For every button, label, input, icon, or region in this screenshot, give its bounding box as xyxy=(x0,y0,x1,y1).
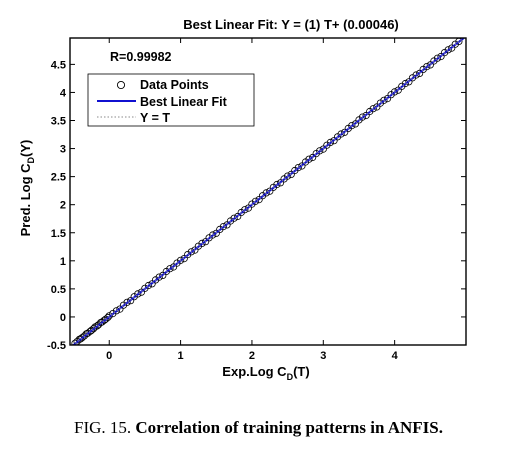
y-tick-label: 2.5 xyxy=(51,172,66,184)
data-point xyxy=(187,248,195,256)
data-point xyxy=(448,44,456,52)
data-point xyxy=(358,113,367,121)
data-point xyxy=(412,71,420,79)
svg-text:Pred. Log CD(Y): Pred. Log CD(Y) xyxy=(18,140,36,237)
svg-text:Exp.Log CD(T): Exp.Log CD(T) xyxy=(222,364,309,382)
caption-text: Correlation of training patterns in ANFI… xyxy=(135,418,443,437)
y-tick-label: 1 xyxy=(60,256,66,268)
data-point xyxy=(123,298,131,306)
data-point xyxy=(348,122,356,130)
data-point xyxy=(437,52,445,61)
y-tick-label: 2 xyxy=(60,200,66,212)
data-point xyxy=(78,334,86,342)
data-point xyxy=(241,206,249,214)
legend-label-y-equals-t: Y = T xyxy=(140,111,170,125)
data-point xyxy=(383,95,392,103)
data-point xyxy=(127,297,135,305)
x-tick-label: 3 xyxy=(320,350,326,362)
data-point xyxy=(373,103,381,111)
y-tick-label: 0.5 xyxy=(51,284,66,296)
data-point xyxy=(394,86,402,94)
data-point xyxy=(319,145,327,153)
data-points-layer xyxy=(71,38,463,345)
data-point xyxy=(401,79,409,88)
data-point xyxy=(423,62,431,71)
data-point xyxy=(198,239,206,247)
data-point xyxy=(298,162,306,170)
data-point xyxy=(266,187,274,195)
y-tick-label: 4 xyxy=(60,87,67,99)
data-point xyxy=(112,307,121,315)
best-linear-fit-line xyxy=(71,38,466,345)
y-tick-label: -0.5 xyxy=(47,340,66,352)
data-point xyxy=(219,223,227,231)
y-tick-label: 3.5 xyxy=(51,116,66,128)
data-point xyxy=(380,96,388,104)
data-point xyxy=(116,305,124,313)
axis-ticks: 0 1 2 3 4 -0.5 0 0.5 1 1.5 2 2.5 3 3.5 4 4.5 xyxy=(47,38,466,362)
data-point xyxy=(209,231,217,239)
data-point xyxy=(287,170,295,178)
data-point xyxy=(166,265,174,273)
data-point xyxy=(369,105,377,113)
caption-prefix: FIG. 15. xyxy=(74,418,136,437)
y-tick-label: 0 xyxy=(60,312,66,324)
data-point xyxy=(326,138,334,146)
data-point xyxy=(276,179,285,187)
y-tick-label: 3 xyxy=(60,144,66,156)
data-point xyxy=(177,256,185,264)
data-point xyxy=(337,130,345,138)
data-point xyxy=(390,88,399,96)
data-point xyxy=(251,197,260,205)
legend: Data Points Best Linear Fit Y = T xyxy=(87,73,255,127)
y-axis-label: Pred. Log CD(Y) xyxy=(18,140,36,237)
figure-caption: FIG. 15. Correlation of training pattern… xyxy=(0,418,517,438)
data-point xyxy=(444,46,452,54)
data-point xyxy=(351,120,359,128)
legend-label-best-fit: Best Linear Fit xyxy=(140,95,228,109)
x-tick-label: 4 xyxy=(392,350,399,362)
data-point xyxy=(341,128,349,136)
r-value-annotation: R=0.99982 xyxy=(110,50,172,64)
x-axis-label: Exp.Log CD(T) xyxy=(222,364,309,382)
legend-label-data-points: Data Points xyxy=(140,78,209,92)
data-point xyxy=(426,61,434,69)
x-tick-label: 1 xyxy=(178,350,184,362)
data-point xyxy=(273,180,281,189)
data-point xyxy=(308,153,317,162)
data-point xyxy=(330,137,338,145)
y-tick-label: 4.5 xyxy=(51,59,66,71)
data-point xyxy=(262,189,270,197)
data-point xyxy=(433,54,442,62)
data-point xyxy=(283,172,292,180)
plot-frame xyxy=(69,37,467,346)
data-point xyxy=(316,147,324,155)
data-point xyxy=(294,164,302,172)
legend-marker-data-points xyxy=(116,80,126,90)
chart-title: Best Linear Fit: Y = (1) T+ (0.00046) xyxy=(183,17,399,32)
data-point xyxy=(155,273,163,281)
data-point xyxy=(362,111,370,120)
x-tick-label: 0 xyxy=(106,350,112,362)
data-point xyxy=(71,339,79,345)
fit-lines-layer xyxy=(71,38,466,345)
data-point xyxy=(230,214,238,222)
data-point xyxy=(134,290,142,298)
data-point xyxy=(105,312,113,320)
data-point xyxy=(144,281,153,290)
data-point xyxy=(405,78,413,86)
x-tick-label: 2 xyxy=(249,350,255,362)
data-point xyxy=(104,313,112,322)
y-tick-label: 1.5 xyxy=(51,228,66,240)
data-point xyxy=(415,69,424,78)
data-point xyxy=(305,155,313,163)
